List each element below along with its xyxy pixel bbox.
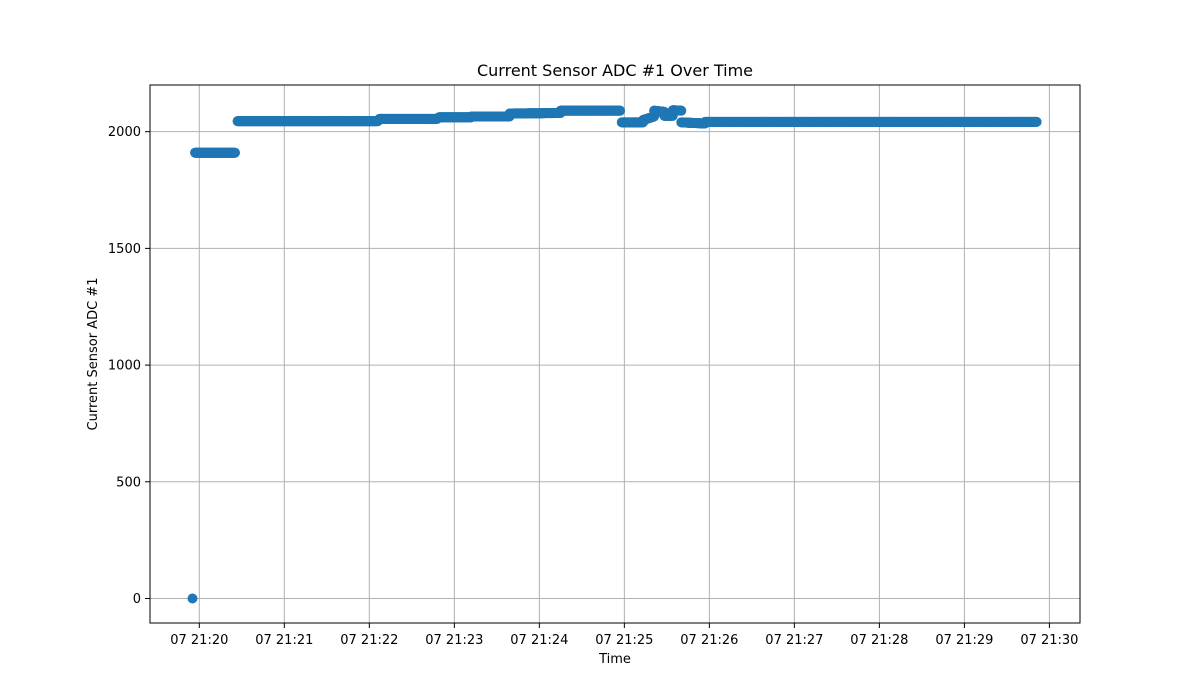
y-tick-label: 2000	[108, 125, 141, 140]
data-point	[187, 593, 198, 604]
y-tick-label: 1500	[108, 242, 141, 257]
x-tick-label: 07 21:21	[255, 633, 313, 648]
x-tick-label: 07 21:28	[850, 633, 908, 648]
data-point	[615, 105, 626, 116]
x-tick-label: 07 21:29	[935, 633, 993, 648]
y-axis-label: Current Sensor ADC #1	[86, 278, 101, 431]
y-tick-label: 1000	[108, 359, 141, 374]
x-axis-ticks: 07 21:20 07 21:21 07 21:22 07 21:23 07 21:24…	[170, 623, 1078, 648]
x-tick-label: 07 21:27	[765, 633, 823, 648]
x-tick-label: 07 21:22	[340, 633, 398, 648]
grid-lines	[150, 85, 1080, 623]
x-axis-label: Time	[598, 652, 631, 667]
data-point	[230, 147, 241, 158]
x-tick-label: 07 21:25	[595, 633, 653, 648]
x-tick-label: 07 21:20	[170, 633, 228, 648]
x-tick-label: 07 21:24	[510, 633, 568, 648]
chart-title: Current Sensor ADC #1 Over Time	[477, 61, 753, 80]
y-tick-label: 500	[116, 475, 141, 490]
data-points	[187, 105, 1042, 604]
x-tick-label: 07 21:23	[425, 633, 483, 648]
x-tick-label: 07 21:30	[1020, 633, 1078, 648]
x-tick-label: 07 21:26	[680, 633, 738, 648]
data-point	[676, 105, 687, 116]
data-point	[1031, 116, 1042, 127]
y-tick-label: 0	[133, 592, 141, 607]
plot-frame	[149, 84, 1081, 624]
y-axis-ticks: 0 500 1000 1500 2000	[108, 125, 150, 607]
